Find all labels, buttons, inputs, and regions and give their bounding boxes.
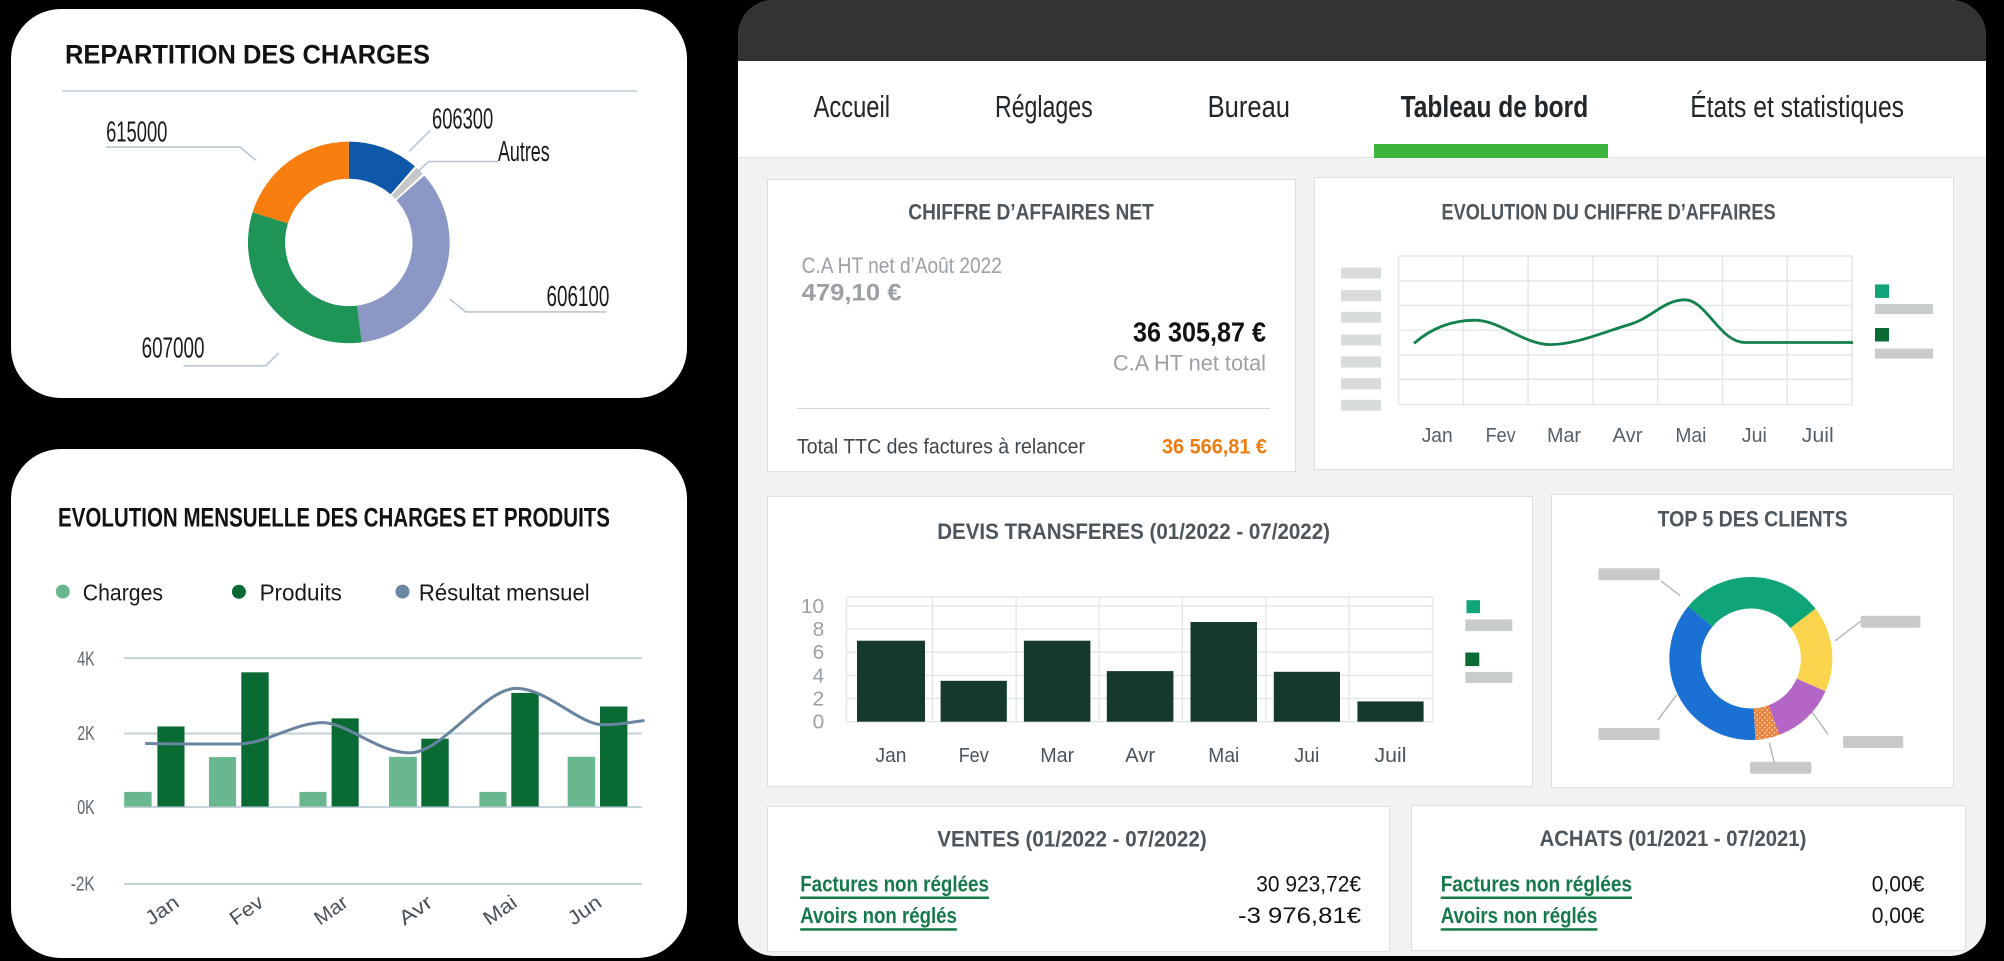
svg-text:C.A HT net d’Août 2022: C.A HT net d’Août 2022 bbox=[802, 253, 1002, 278]
svg-text:Jui: Jui bbox=[1742, 425, 1767, 447]
svg-text:EVOLUTION MENSUELLE DES CHARGE: EVOLUTION MENSUELLE DES CHARGES ET PRODU… bbox=[58, 503, 610, 533]
svg-text:Charges: Charges bbox=[83, 580, 163, 606]
svg-text:0: 0 bbox=[813, 712, 825, 734]
svg-text:Mar: Mar bbox=[1547, 425, 1581, 447]
svg-text:États et statistiques: États et statistiques bbox=[1690, 89, 1904, 124]
svg-text:2: 2 bbox=[813, 689, 825, 711]
svg-text:Mar: Mar bbox=[1040, 745, 1074, 767]
svg-text:Jan: Jan bbox=[141, 891, 183, 930]
svg-text:Fev: Fev bbox=[1486, 425, 1516, 447]
svg-text:-2K: -2K bbox=[71, 874, 96, 896]
svg-text:Juil: Juil bbox=[1802, 425, 1834, 447]
svg-text:Tableau de bord: Tableau de bord bbox=[1401, 89, 1589, 124]
svg-text:36 305,87 €: 36 305,87 € bbox=[1133, 317, 1266, 348]
svg-text:10: 10 bbox=[801, 596, 824, 618]
svg-text:Avr: Avr bbox=[1125, 745, 1155, 767]
svg-text:Produits: Produits bbox=[260, 580, 342, 606]
svg-text:Jan: Jan bbox=[876, 745, 907, 767]
svg-text:ACHATS (01/2021 - 07/2021): ACHATS (01/2021 - 07/2021) bbox=[1540, 826, 1807, 851]
svg-text:36 566,81 €: 36 566,81 € bbox=[1162, 434, 1267, 458]
svg-text:Mai: Mai bbox=[1208, 745, 1239, 767]
svg-text:Avr: Avr bbox=[1613, 425, 1643, 447]
svg-text:Avoirs non réglés: Avoirs non réglés bbox=[800, 903, 957, 928]
svg-text:VENTES (01/2022 - 07/2022): VENTES (01/2022 - 07/2022) bbox=[937, 826, 1206, 851]
svg-text:Jan: Jan bbox=[1422, 425, 1453, 447]
svg-text:606300: 606300 bbox=[432, 104, 493, 136]
svg-text:CHIFFRE D’AFFAIRES NET: CHIFFRE D’AFFAIRES NET bbox=[908, 200, 1154, 225]
svg-text:Fev: Fev bbox=[226, 891, 268, 930]
svg-text:Total TTC des factures à relan: Total TTC des factures à relancer bbox=[797, 434, 1085, 458]
svg-text:TOP 5 DES CLIENTS: TOP 5 DES CLIENTS bbox=[1658, 506, 1848, 531]
svg-text:Autres: Autres bbox=[498, 136, 550, 168]
svg-text:0,00€: 0,00€ bbox=[1872, 903, 1925, 928]
svg-text:Jui: Jui bbox=[1294, 745, 1319, 767]
svg-text:Factures non réglées: Factures non réglées bbox=[800, 871, 989, 896]
svg-text:EVOLUTION DU CHIFFRE D’AFFAIRE: EVOLUTION DU CHIFFRE D’AFFAIRES bbox=[1442, 200, 1776, 225]
svg-text:Avoirs non réglés: Avoirs non réglés bbox=[1441, 903, 1598, 928]
svg-text:Avr: Avr bbox=[395, 891, 437, 930]
svg-text:4: 4 bbox=[813, 665, 825, 687]
svg-text:C.A HT net total: C.A HT net total bbox=[1113, 351, 1266, 376]
svg-text:8: 8 bbox=[813, 619, 825, 641]
svg-text:Mai: Mai bbox=[1675, 425, 1706, 447]
svg-text:615000: 615000 bbox=[106, 117, 167, 149]
svg-text:6: 6 bbox=[813, 642, 825, 664]
svg-text:479,10 €: 479,10 € bbox=[802, 280, 902, 307]
svg-text:Juil: Juil bbox=[1375, 745, 1407, 767]
svg-text:Jun: Jun bbox=[564, 891, 606, 930]
svg-text:0K: 0K bbox=[77, 797, 95, 819]
svg-text:REPARTITION DES CHARGES: REPARTITION DES CHARGES bbox=[65, 40, 430, 70]
svg-text:4K: 4K bbox=[77, 649, 95, 671]
svg-text:0,00€: 0,00€ bbox=[1872, 871, 1925, 896]
svg-text:Résultat mensuel: Résultat mensuel bbox=[419, 580, 590, 606]
svg-text:Fev: Fev bbox=[959, 745, 989, 767]
svg-text:Mar: Mar bbox=[310, 891, 352, 930]
svg-text:DEVIS TRANSFERES (01/2022 - 07: DEVIS TRANSFERES (01/2022 - 07/2022) bbox=[937, 519, 1330, 544]
svg-text:-3 976,81€: -3 976,81€ bbox=[1238, 903, 1361, 928]
svg-text:30 923,72€: 30 923,72€ bbox=[1256, 871, 1361, 896]
svg-text:Bureau: Bureau bbox=[1208, 89, 1290, 124]
svg-text:Mai: Mai bbox=[479, 891, 521, 930]
svg-text:Factures non réglées: Factures non réglées bbox=[1441, 871, 1632, 896]
svg-text:2K: 2K bbox=[77, 723, 95, 745]
svg-text:606100: 606100 bbox=[547, 281, 610, 313]
svg-text:Réglages: Réglages bbox=[995, 89, 1093, 124]
svg-text:Accueil: Accueil bbox=[814, 89, 890, 124]
svg-text:607000: 607000 bbox=[142, 333, 205, 365]
